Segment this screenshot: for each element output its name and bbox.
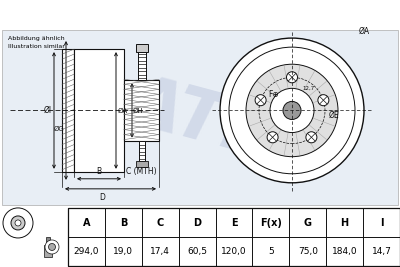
Text: ØG: ØG bbox=[53, 125, 64, 132]
Bar bbox=[68, 208, 400, 266]
Text: Abbildung ähnlich: Abbildung ähnlich bbox=[8, 36, 65, 41]
Circle shape bbox=[255, 95, 266, 106]
Text: C: C bbox=[156, 218, 164, 228]
Text: B: B bbox=[120, 218, 127, 228]
Text: 294,0: 294,0 bbox=[74, 248, 99, 257]
Text: ØH: ØH bbox=[133, 107, 144, 113]
Text: 12,7: 12,7 bbox=[302, 86, 314, 91]
Circle shape bbox=[286, 72, 298, 83]
Text: 419113: 419113 bbox=[275, 6, 341, 22]
Bar bbox=[124, 80, 159, 141]
Text: E: E bbox=[231, 218, 237, 228]
Bar bbox=[136, 161, 148, 167]
Bar bbox=[62, 49, 74, 172]
Text: D: D bbox=[193, 218, 201, 228]
Text: 5: 5 bbox=[268, 248, 274, 257]
Circle shape bbox=[229, 47, 355, 174]
Bar bbox=[46, 237, 50, 245]
Ellipse shape bbox=[11, 216, 25, 230]
Text: 120,0: 120,0 bbox=[221, 248, 247, 257]
Text: B: B bbox=[96, 167, 102, 176]
Text: D: D bbox=[100, 193, 106, 202]
Bar bbox=[136, 44, 148, 52]
Text: 19,0: 19,0 bbox=[113, 248, 133, 257]
Bar bbox=[44, 245, 52, 257]
Text: F⊕: F⊕ bbox=[269, 90, 279, 99]
Text: F(x): F(x) bbox=[260, 218, 282, 228]
Ellipse shape bbox=[48, 244, 56, 250]
Text: 60,5: 60,5 bbox=[187, 248, 207, 257]
Text: I: I bbox=[380, 218, 383, 228]
Ellipse shape bbox=[3, 208, 33, 238]
Circle shape bbox=[267, 132, 278, 143]
Text: G: G bbox=[304, 218, 312, 228]
Circle shape bbox=[220, 38, 364, 183]
Bar bbox=[138, 52, 146, 80]
Text: ØI: ØI bbox=[44, 106, 52, 115]
Text: 184,0: 184,0 bbox=[332, 248, 358, 257]
Circle shape bbox=[246, 64, 338, 157]
Circle shape bbox=[318, 95, 329, 106]
Text: ØA: ØA bbox=[359, 27, 370, 36]
Text: 24.0119-0113.1: 24.0119-0113.1 bbox=[97, 6, 239, 22]
Text: 14,7: 14,7 bbox=[372, 248, 392, 257]
Circle shape bbox=[306, 132, 317, 143]
Text: C (MTH): C (MTH) bbox=[126, 167, 157, 176]
Text: A: A bbox=[83, 218, 90, 228]
Ellipse shape bbox=[15, 220, 21, 226]
Text: 75,0: 75,0 bbox=[298, 248, 318, 257]
Text: Illustration similar: Illustration similar bbox=[8, 44, 65, 49]
Text: ATE: ATE bbox=[120, 66, 280, 171]
Text: ØE: ØE bbox=[329, 111, 340, 120]
Text: H: H bbox=[341, 218, 349, 228]
Ellipse shape bbox=[45, 240, 59, 254]
Circle shape bbox=[270, 88, 314, 132]
Text: ØA: ØA bbox=[118, 107, 128, 113]
Bar bbox=[138, 141, 144, 161]
Text: 17,4: 17,4 bbox=[150, 248, 170, 257]
Bar bbox=[74, 49, 124, 172]
Circle shape bbox=[283, 101, 301, 120]
